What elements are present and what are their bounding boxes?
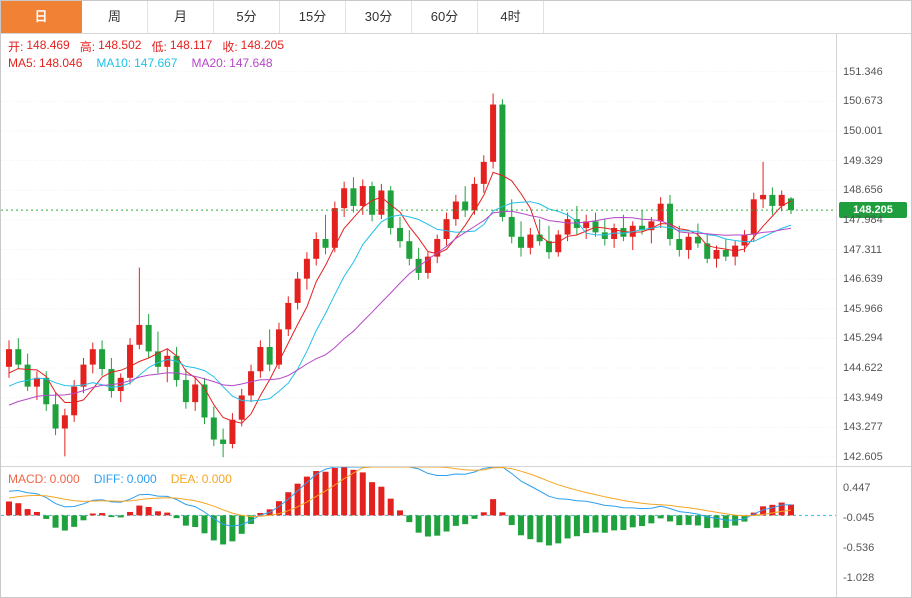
price-axis-tick: 151.346 [843, 65, 883, 78]
macd-axis: 0.447 -0.045 -0.536 -1.028 [836, 467, 911, 597]
tab-60min[interactable]: 60分 [412, 1, 478, 33]
tab-week[interactable]: 周 [82, 1, 148, 33]
timeframe-toolbar: 日 周 月 5分 15分 30分 60分 4时 [1, 1, 911, 34]
tab-month[interactable]: 月 [148, 1, 214, 33]
ma20-value: 147.648 [229, 56, 273, 70]
ma10-value: 147.667 [134, 56, 178, 70]
macd-chart[interactable] [1, 467, 836, 597]
diff-value: 0.000 [126, 472, 157, 486]
tab-5min[interactable]: 5分 [214, 1, 280, 33]
price-axis-tick: 144.622 [843, 362, 883, 375]
tab-day[interactable]: 日 [1, 1, 82, 33]
macd-axis-tick: -1.028 [843, 571, 875, 584]
high-label: 高: [79, 40, 96, 54]
price-axis-tick: 149.329 [843, 154, 883, 167]
ma5-value: 148.046 [39, 56, 83, 70]
price-axis-tick: 143.949 [843, 391, 883, 404]
diff-label: DIFF: [93, 472, 124, 486]
close-value: 148.205 [240, 38, 285, 52]
ma5-label: MA5: [8, 56, 37, 70]
price-axis-tick: 146.639 [843, 273, 883, 286]
macd-axis-tick: -0.045 [843, 512, 875, 525]
price-axis-tick: 150.001 [843, 124, 883, 137]
high-value: 148.502 [98, 38, 142, 52]
price-axis-tick: 150.673 [843, 95, 883, 108]
ma10-label: MA10: [96, 56, 132, 70]
ma-legend: MA5: 148.046 MA10: 147.667 MA20: 147.648 [8, 56, 273, 70]
tab-30min[interactable]: 30分 [346, 1, 412, 33]
last-price-badge: 148.205 [839, 202, 907, 219]
macd-axis-tick: -0.536 [843, 541, 875, 554]
price-axis-tick: 145.966 [843, 302, 883, 315]
ma20-label: MA20: [191, 56, 227, 70]
price-axis-tick: 142.605 [843, 451, 883, 463]
dea-value: 0.000 [201, 472, 232, 486]
price-axis-tick: 148.656 [843, 184, 883, 197]
price-axis-tick: 147.311 [843, 243, 882, 256]
macd-axis-tick: 0.447 [843, 482, 871, 495]
dea-label: DEA: [170, 472, 199, 486]
macd-label: MACD: [8, 472, 47, 486]
open-label: 开: [8, 40, 24, 54]
open-value: 148.469 [26, 38, 70, 52]
macd-value: 0.000 [49, 472, 80, 486]
tab-15min[interactable]: 15分 [280, 1, 346, 33]
macd-legend: MACD: 0.000 DIFF: 0.000 DEA: 0.000 [8, 472, 232, 486]
ohlc-summary: 开: 148.469 高: 148.502 低: 148.117 收: 148.205 [8, 38, 284, 55]
low-label: 低: [151, 40, 167, 54]
tab-4hour[interactable]: 4时 [478, 1, 544, 33]
low-value: 148.117 [169, 38, 213, 52]
chart-area: 开: 148.469 高: 148.502 低: 148.117 收: 148.205 … [1, 34, 911, 597]
price-axis-tick: 143.277 [843, 421, 883, 434]
candlestick-chart[interactable] [1, 34, 836, 466]
close-label: 收: [222, 40, 238, 54]
price-axis-tick: 147.984 [843, 213, 883, 226]
price-axis: 148.205 151.346 150.673 150.001 149.329 148.… [836, 34, 911, 466]
panel-separator [1, 466, 911, 467]
price-axis-tick: 145.294 [843, 332, 883, 345]
